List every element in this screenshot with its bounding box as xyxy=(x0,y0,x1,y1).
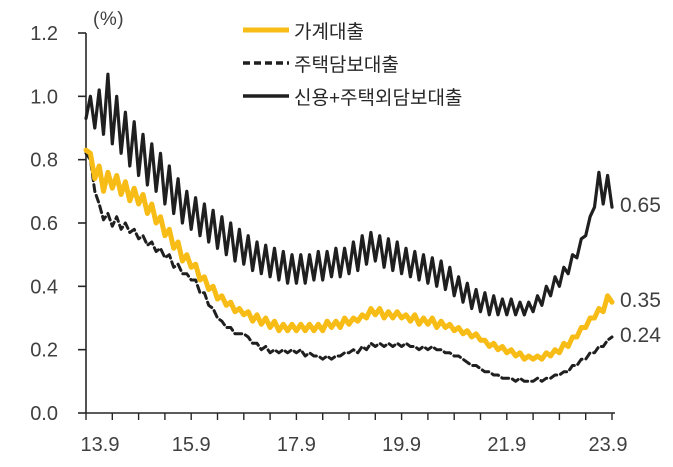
end-value-label-household-loans: 0.35 xyxy=(620,289,661,313)
legend-label-credit-nonhousing-loans: 신용+주택외담보대출 xyxy=(294,87,463,109)
y-axis-tick-label: 1.2 xyxy=(30,23,58,45)
legend-label-household-loans: 가계대출 xyxy=(294,21,364,43)
legend-item-household-loans: 가계대출 xyxy=(242,18,462,43)
y-axis-tick-label: 0.0 xyxy=(30,403,58,425)
x-axis-tick-label: 17.9 xyxy=(277,434,316,456)
legend-line-sample-household-loans xyxy=(243,27,289,33)
x-axis-tick-label: 21.9 xyxy=(487,434,526,456)
y-axis-tick-label: 1.0 xyxy=(30,86,58,108)
y-axis-unit-label: (%) xyxy=(93,9,125,30)
legend-line-sample-credit-nonhousing-loans xyxy=(243,94,289,98)
y-axis-tick-label: 0.2 xyxy=(30,340,58,362)
legend-label-mortgage-loans: 주택담보대출 xyxy=(294,54,399,76)
y-axis-tick-label: 0.6 xyxy=(30,213,58,235)
legend-item-mortgage-loans: 주택담보대출 xyxy=(242,51,462,76)
series-line-credit-nonhousing-loans xyxy=(84,72,614,317)
y-axis-tick-label: 0.4 xyxy=(30,276,58,298)
x-axis-tick-label: 15.9 xyxy=(172,434,211,456)
chart-legend: 가계대출 주택담보대출 신용+주택외담보대출 xyxy=(242,18,463,109)
series-line-mortgage-loans xyxy=(84,151,614,383)
legend-line-sample-mortgage-loans xyxy=(243,61,289,65)
end-value-label-mortgage-loans: 0.24 xyxy=(620,324,661,347)
y-axis-tick-label: 0.8 xyxy=(30,150,58,172)
x-axis-tick-label: 13.9 xyxy=(81,434,120,456)
legend-item-credit-nonhousing-loans: 신용+주택외담보대출 xyxy=(242,84,463,109)
end-value-label-credit-nonhousing-loans: 0.65 xyxy=(620,194,661,218)
x-axis-tick-label: 23.9 xyxy=(589,434,628,456)
series-line-household-loans xyxy=(83,147,615,362)
x-axis-tick-label: 19.9 xyxy=(382,434,421,456)
